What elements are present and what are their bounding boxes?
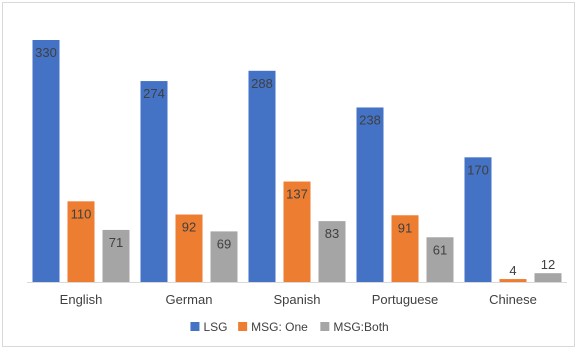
legend: LSG MSG: One MSG:Both bbox=[190, 320, 389, 334]
data-label: 92 bbox=[182, 220, 196, 235]
legend-swatch bbox=[190, 322, 200, 331]
bar-msg-both-german bbox=[210, 231, 238, 282]
bar-msg-both-english bbox=[102, 229, 130, 282]
legend-label: MSG: One bbox=[251, 320, 308, 334]
bar-msg-both-spanish bbox=[318, 221, 346, 282]
legend-item-msg-both: MSG:Both bbox=[320, 320, 389, 334]
bar-lsg-english bbox=[32, 40, 60, 282]
category-label-portuguese: Portuguese bbox=[372, 292, 439, 307]
bar-lsg-spanish bbox=[248, 70, 276, 282]
bar-msg-one-english bbox=[67, 201, 95, 282]
data-label: 330 bbox=[35, 45, 57, 60]
data-label: 91 bbox=[398, 220, 412, 235]
bar-lsg-chinese bbox=[464, 157, 492, 282]
data-label: 274 bbox=[143, 86, 165, 101]
bar-msg-one-german bbox=[175, 214, 203, 282]
bar-msg-one-spanish bbox=[283, 181, 311, 282]
data-label: 61 bbox=[433, 242, 447, 257]
legend-label: LSG bbox=[203, 320, 227, 334]
category-label-chinese: Chinese bbox=[489, 292, 537, 307]
category-label-spanish: Spanish bbox=[274, 292, 321, 307]
legend-swatch bbox=[238, 322, 248, 331]
data-label: 110 bbox=[71, 206, 92, 221]
bar-msg-one-portuguese bbox=[391, 215, 419, 282]
bar-msg-both-portuguese bbox=[426, 237, 454, 282]
data-label: 69 bbox=[217, 236, 231, 251]
bar-msg-one-chinese bbox=[499, 279, 527, 282]
data-label: 288 bbox=[251, 76, 273, 91]
legend-label: MSG:Both bbox=[333, 320, 388, 334]
bar-lsg-german bbox=[140, 81, 168, 282]
legend-item-msg-one: MSG: One bbox=[238, 320, 308, 334]
data-label: 12 bbox=[541, 257, 555, 272]
legend-item-lsg: LSG bbox=[190, 320, 227, 334]
data-label: 4 bbox=[509, 263, 516, 278]
data-labels-layer: 330 110 71 274 92 69 288 137 83 238 91 61 170 4 12 bbox=[35, 45, 555, 278]
data-label: 83 bbox=[325, 226, 339, 241]
category-labels-layer: English German Spanish Portuguese Chinese bbox=[60, 292, 537, 307]
category-label-english: English bbox=[60, 292, 103, 307]
legend-swatch bbox=[320, 322, 330, 331]
data-label: 137 bbox=[286, 187, 308, 202]
category-label-german: German bbox=[166, 292, 213, 307]
bar-msg-both-chinese bbox=[534, 273, 562, 282]
bars-layer bbox=[32, 40, 562, 282]
data-label: 170 bbox=[467, 162, 489, 177]
data-label: 238 bbox=[359, 112, 381, 127]
data-label: 71 bbox=[109, 235, 123, 250]
bar-lsg-portuguese bbox=[356, 107, 384, 282]
